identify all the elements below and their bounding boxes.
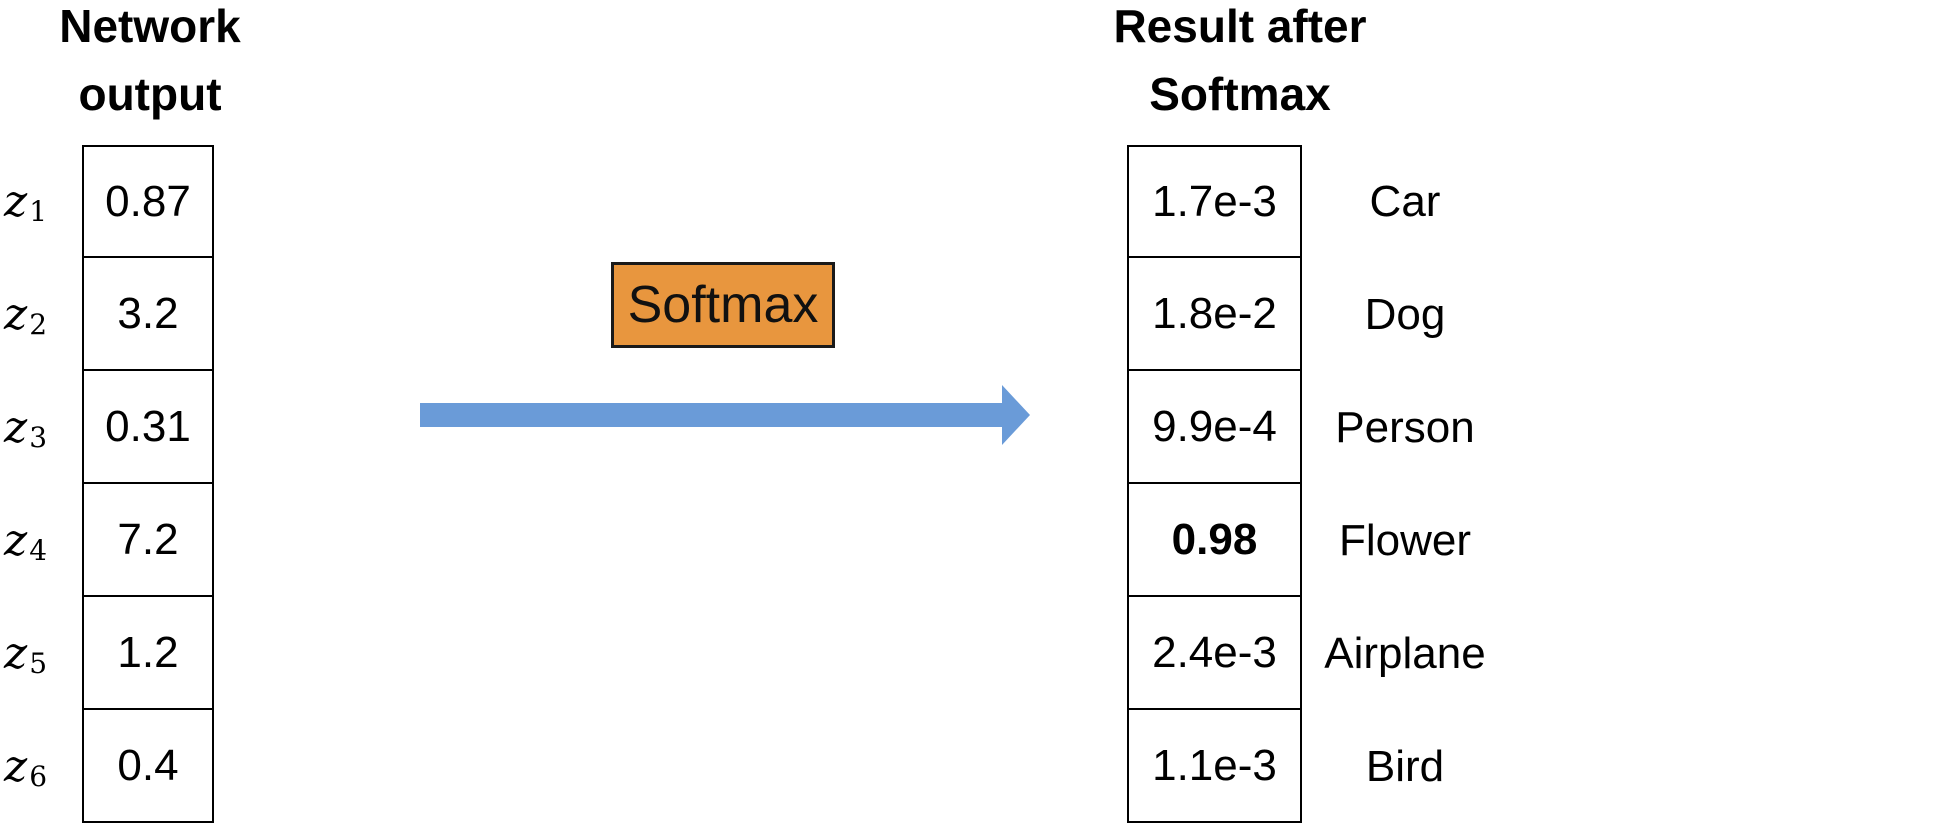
softmax-result-heading-line2: Softmax	[1149, 68, 1331, 120]
class-label-1: Car	[1369, 176, 1441, 226]
probability-value-1: 1.7e-3	[1127, 145, 1302, 258]
logit-value-5: 1.2	[82, 597, 214, 710]
class-label-2: Dog	[1364, 289, 1446, 339]
logit-value-4: 7.2	[82, 484, 214, 597]
logit-value-1: 0.87	[82, 145, 214, 258]
class-label-5: Airplane	[1324, 628, 1486, 678]
probability-value-3: 9.9e-4	[1127, 371, 1302, 484]
arrow-shape	[420, 385, 1030, 445]
probability-value-2: 1.8e-2	[1127, 258, 1302, 371]
network-output-heading-line2: output	[78, 68, 222, 120]
network-output-heading: Network output	[20, 0, 280, 128]
network-output-heading-line1: Network	[59, 0, 241, 52]
logit-value-6: 0.4	[82, 710, 214, 823]
softmax-result-heading: Result after Softmax	[1050, 0, 1430, 128]
logit-value-2: 3.2	[82, 258, 214, 371]
softmax-result-column: 1.7e-3 1.8e-2 9.9e-4 0.98 2.4e-3 1.1e-3	[1127, 145, 1302, 823]
class-label-3: Person	[1335, 402, 1475, 452]
right-arrow-icon	[420, 385, 1030, 445]
class-label-4: Flower	[1338, 515, 1472, 565]
class-label-6: Bird	[1365, 741, 1445, 791]
softmax-function-box: Softmax	[611, 262, 835, 348]
probability-value-4: 0.98	[1127, 484, 1302, 597]
network-output-column: 0.87 3.2 0.31 7.2 1.2 0.4	[82, 145, 214, 823]
logit-value-3: 0.31	[82, 371, 214, 484]
softmax-result-heading-line1: Result after	[1113, 0, 1367, 52]
probability-value-5: 2.4e-3	[1127, 597, 1302, 710]
probability-value-6: 1.1e-3	[1127, 710, 1302, 823]
